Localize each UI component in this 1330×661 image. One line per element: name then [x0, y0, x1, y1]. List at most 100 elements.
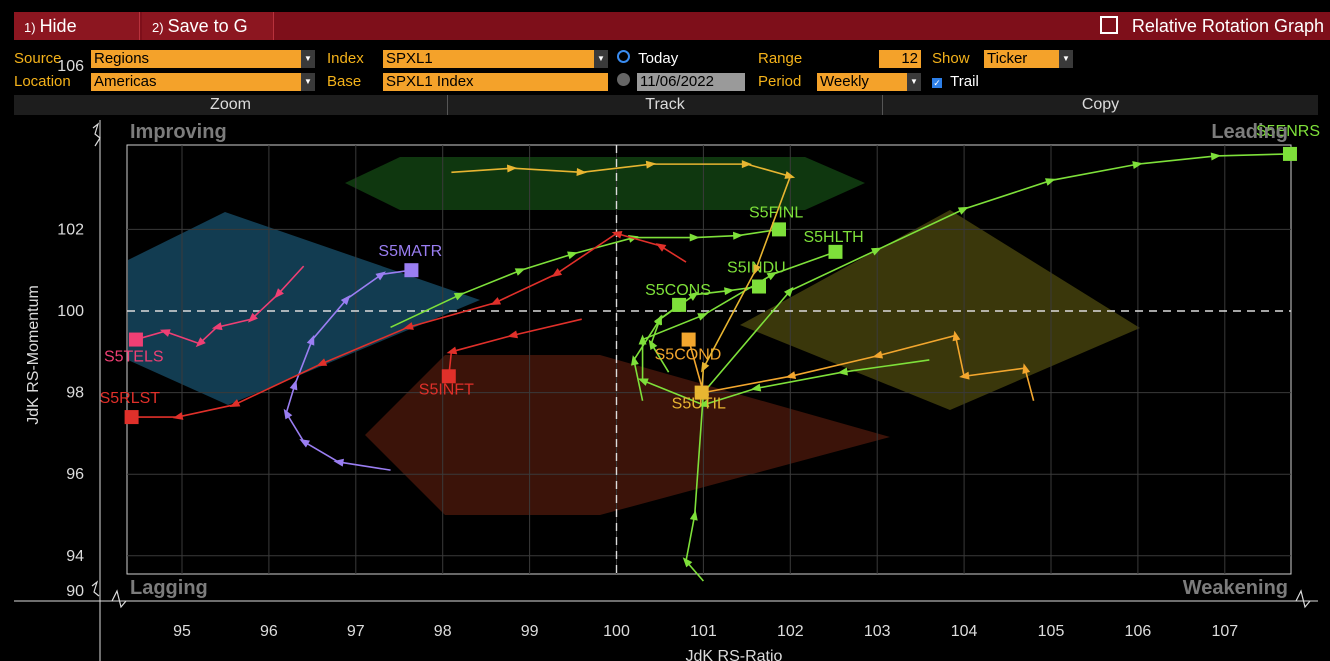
trail-arrow-marker	[172, 412, 184, 420]
radio-unselected-icon[interactable]	[617, 73, 630, 86]
radio-selected-icon[interactable]	[617, 50, 630, 63]
trail-head-marker	[828, 244, 843, 259]
x-tick-label: 102	[777, 623, 804, 640]
trail-head-marker	[752, 279, 767, 294]
chevron-down-icon[interactable]: ▼	[1059, 50, 1073, 68]
trail-arrow-marker	[766, 271, 778, 281]
trail-arrow-marker	[701, 361, 710, 373]
x-tick-label: 100	[603, 623, 630, 640]
index-value: SPXL1	[386, 50, 433, 67]
trail-arrow-marker	[631, 355, 639, 366]
trail-head-marker	[404, 263, 419, 278]
location-label: Location	[14, 73, 71, 90]
trail-head-marker	[128, 332, 143, 347]
trail-arrow-marker	[655, 243, 667, 252]
base-field[interactable]: SPXL1 Index	[383, 73, 608, 91]
trail-arrow-marker	[274, 288, 284, 299]
hide-button[interactable]: 1) Hide	[14, 12, 140, 40]
trail-line	[390, 228, 780, 329]
date-field[interactable]: 11/06/2022	[637, 73, 745, 91]
chevron-down-icon[interactable]: ▼	[907, 73, 921, 91]
trail-arrow-marker	[872, 350, 884, 359]
trail-line	[135, 265, 305, 345]
chevron-down-icon[interactable]: ▼	[594, 50, 608, 68]
x-axis-break-left	[111, 589, 127, 609]
y-axis-break-top	[92, 122, 101, 147]
x-tick-label: 104	[951, 623, 978, 640]
location-dropdown[interactable]: Americas ▼	[91, 73, 315, 91]
show-label: Show	[932, 50, 970, 67]
series-label: S5MATR	[378, 243, 442, 260]
today-radio[interactable]: Today	[617, 49, 678, 69]
trail-s5matr: S5MATR	[283, 243, 442, 471]
chevron-down-icon[interactable]: ▼	[301, 50, 315, 68]
trail-arrow-marker	[316, 358, 328, 366]
index-field[interactable]: SPXL1 ▼	[383, 50, 608, 68]
period-dropdown[interactable]: Weekly ▼	[817, 73, 921, 91]
trail-s5enrs: S5ENRS	[682, 123, 1320, 582]
trail-head-marker	[672, 297, 687, 312]
base-label: Base	[327, 73, 362, 90]
x-tick-label: 105	[1038, 623, 1065, 640]
chevron-down-icon[interactable]: ▼	[301, 73, 315, 91]
trail-checkbox[interactable]: ✓ Trail	[932, 72, 979, 92]
trail-arrow-marker	[514, 268, 526, 276]
trail-arrow-marker	[628, 234, 639, 243]
period-label: Period	[758, 73, 802, 90]
quadrant-label-weakening: Weakening	[1183, 577, 1288, 599]
trail-arrow-marker	[698, 399, 710, 408]
trail-arrow-marker	[654, 314, 663, 326]
range-label: Range	[758, 50, 803, 67]
trail-arrow-marker	[567, 251, 578, 260]
zoom-button[interactable]: Zoom	[14, 95, 448, 115]
x-axis-break-right	[1295, 589, 1311, 609]
x-tick-label: 107	[1211, 623, 1238, 640]
date-radio[interactable]	[617, 72, 630, 92]
series-label: S5INDU	[727, 260, 786, 277]
weakening-zone-arrow	[740, 210, 1140, 410]
trail-arrow-marker	[195, 337, 206, 348]
quadrant-label-lagging: Lagging	[130, 577, 208, 599]
leading-zone-arrow	[345, 157, 865, 210]
trail-head-marker	[681, 332, 696, 347]
trail-arrow-marker	[648, 339, 658, 350]
trail-arrow-marker	[753, 264, 762, 275]
show-value: Ticker	[987, 50, 1028, 67]
trail-head-marker	[1282, 146, 1297, 161]
external-link-icon[interactable]	[1099, 16, 1118, 34]
trail-line	[451, 163, 792, 393]
series-label: S5HLTH	[803, 229, 863, 246]
trail-label: Trail	[950, 73, 979, 90]
trail-arrow-marker	[507, 330, 519, 339]
today-label: Today	[638, 50, 679, 67]
trail-line	[650, 304, 680, 373]
chart-labels: 95 96 97 98 99 100 101 102 103 104 105 106 107106102…	[25, 58, 1288, 661]
trail-arrow-marker	[403, 322, 414, 330]
trail-line	[285, 269, 412, 471]
location-value: Americas	[94, 73, 157, 90]
source-dropdown[interactable]: Regions ▼	[91, 50, 315, 68]
x-axis-label: JdK RS-Ratio	[686, 648, 783, 661]
quadrant-zones	[128, 157, 1140, 515]
trail-line	[447, 318, 582, 377]
range-input[interactable]: 12	[879, 50, 921, 68]
source-value: Regions	[94, 50, 150, 67]
trail-arrow-marker	[453, 292, 465, 301]
quadrant-label-leading: Leading	[1211, 121, 1288, 143]
x-tick-label: 95	[173, 623, 191, 640]
save-shortcut: 2)	[152, 20, 164, 35]
checkbox-checked-icon[interactable]: ✓	[932, 78, 942, 88]
trail-head-marker	[124, 410, 139, 425]
trail-arrow-marker	[375, 271, 386, 281]
lagging-zone-arrow	[365, 355, 890, 515]
copy-button[interactable]: Copy	[1081, 96, 1120, 113]
x-tick-label: 97	[347, 623, 365, 640]
show-dropdown[interactable]: Ticker ▼	[984, 50, 1073, 68]
y-tick-label: 96	[66, 466, 84, 483]
trail-arrow-marker	[1022, 363, 1031, 374]
trail-arrow-marker	[490, 297, 502, 305]
trail-arrow-marker	[638, 334, 647, 345]
save-button[interactable]: 2) Save to G	[142, 12, 274, 40]
track-button[interactable]: Track	[448, 95, 883, 115]
trail-line	[687, 334, 1035, 401]
